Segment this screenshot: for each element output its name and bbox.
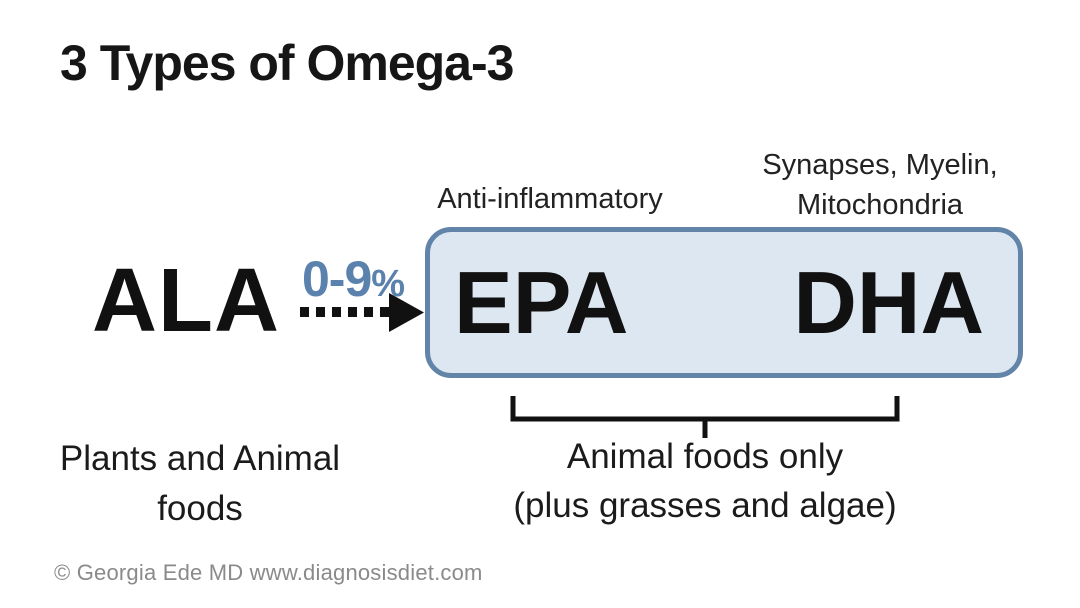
- epa-label: EPA: [454, 252, 629, 352]
- conversion-rate-value: 0-9: [302, 251, 372, 307]
- conversion-rate-label: 0-9%: [302, 251, 405, 307]
- dha-label: DHA: [793, 252, 984, 352]
- ala-label: ALA: [92, 251, 280, 351]
- epa-dha-box: EPA DHA: [425, 227, 1023, 378]
- dha-annotation-line2: Mitochondria: [796, 189, 964, 221]
- epa-annotation: Anti-inflammatory: [437, 183, 663, 215]
- dha-annotation: Synapses, Myelin, Mitochondria: [725, 145, 1035, 225]
- conversion-rate-unit: %: [371, 263, 405, 305]
- bracket-caption-line2: (plus grasses and algae): [513, 486, 897, 525]
- ala-caption-line1: Plants and Animal: [59, 439, 341, 478]
- ala-caption-line2: foods: [157, 489, 243, 528]
- ala-caption: Plants and Animal foods: [26, 434, 374, 534]
- dotted-arrow-right-icon: [300, 293, 424, 332]
- page-title: 3 Types of Omega-3: [60, 35, 514, 91]
- copyright-text: © Georgia Ede MD www.diagnosisdiet.com: [54, 560, 483, 585]
- bracket-caption: Animal foods only (plus grasses and alga…: [458, 432, 952, 530]
- bracket-icon: [510, 396, 900, 438]
- dha-annotation-line1: Synapses, Myelin,: [762, 149, 998, 181]
- bracket-caption-line1: Animal foods only: [566, 437, 844, 476]
